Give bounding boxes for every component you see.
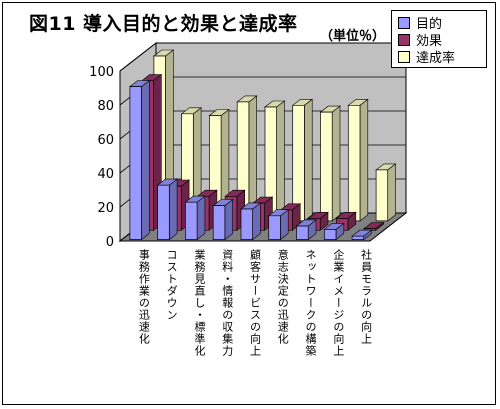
x-tick-label: 事務作業の迅速化 bbox=[137, 249, 150, 345]
bar bbox=[157, 184, 170, 240]
y-tick-label: 0 bbox=[106, 235, 114, 250]
chart-title: 図11 導入目的と効果と達成率 bbox=[29, 13, 298, 35]
bar bbox=[296, 225, 309, 240]
bar bbox=[240, 208, 253, 240]
x-tick-label: 資料・情報の収集力 bbox=[221, 249, 234, 357]
plot-area: 0 20 40 60 80 100 事務作業の迅速化 コストダウン 業務見直し・標準化 資料・情報… bbox=[89, 41, 408, 357]
bar bbox=[268, 215, 281, 240]
bar bbox=[347, 104, 361, 222]
bar-side bbox=[359, 98, 369, 222]
bar-side bbox=[169, 178, 178, 241]
y-tick-label: 60 bbox=[97, 133, 114, 148]
legend-swatch bbox=[398, 16, 410, 29]
y-tick-label: 20 bbox=[97, 201, 114, 216]
bar-side bbox=[276, 100, 285, 222]
unit-label: （単位％） bbox=[320, 29, 386, 44]
legend-label: 達成率 bbox=[416, 51, 456, 66]
x-tick-label: 業務見直し・標準化 bbox=[193, 249, 206, 357]
x-tick-label: 顧客サービスの向上 bbox=[249, 248, 262, 357]
bar bbox=[323, 229, 337, 240]
bar bbox=[185, 201, 198, 240]
bar-side bbox=[224, 198, 233, 241]
chart-frame: 図11 導入目的と効果と達成率 （単位％） 0 20 40 60 80 100 事務作業の迅… bbox=[2, 2, 496, 405]
legend-label: 目的 bbox=[416, 17, 443, 32]
legend-entry: 目的 bbox=[398, 14, 486, 32]
x-tick-label: 意志決定の迅速化 bbox=[276, 248, 289, 345]
bar bbox=[320, 111, 333, 222]
x-tick-label: 社員モラルの向上 bbox=[360, 248, 373, 345]
legend-entry: 達成率 bbox=[398, 48, 486, 66]
bar-side bbox=[141, 79, 150, 241]
y-tick-label: 80 bbox=[97, 99, 114, 114]
bar bbox=[129, 86, 142, 240]
x-tick-label: 企業イメージの向上 bbox=[332, 248, 345, 357]
bar-side bbox=[196, 195, 206, 241]
legend-entry: 効果 bbox=[398, 31, 486, 49]
bar-side bbox=[387, 163, 396, 222]
x-tick-label: ネットワークの構築 bbox=[304, 249, 317, 357]
bar bbox=[212, 205, 226, 240]
bar-side bbox=[331, 105, 341, 222]
legend: 目的 効果 達成率 bbox=[391, 10, 487, 68]
bar-side bbox=[304, 98, 313, 222]
bar bbox=[351, 235, 365, 240]
x-tick-label: コストダウン bbox=[165, 249, 178, 321]
legend-swatch bbox=[398, 50, 410, 63]
legend-swatch bbox=[398, 33, 410, 46]
y-tick-label: 40 bbox=[97, 167, 114, 182]
legend-label: 効果 bbox=[416, 34, 443, 49]
bar bbox=[375, 169, 389, 222]
y-tick-label: 100 bbox=[89, 65, 114, 80]
gridline bbox=[119, 42, 406, 72]
